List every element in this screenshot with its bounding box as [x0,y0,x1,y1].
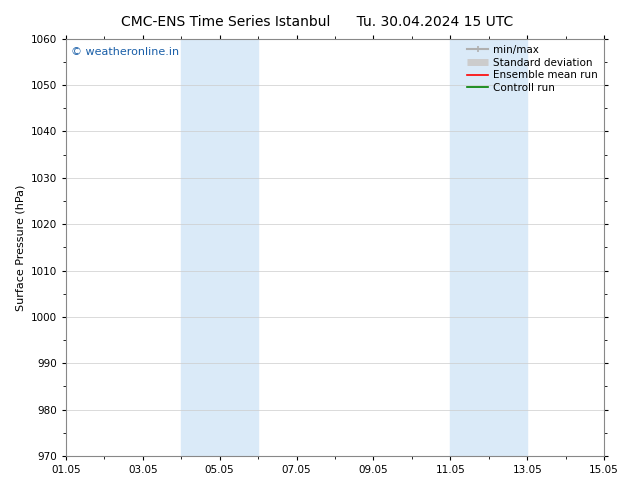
Text: © weatheronline.in: © weatheronline.in [71,47,179,57]
Legend: min/max, Standard deviation, Ensemble mean run, Controll run: min/max, Standard deviation, Ensemble me… [463,41,602,97]
Text: CMC-ENS Time Series Istanbul      Tu. 30.04.2024 15 UTC: CMC-ENS Time Series Istanbul Tu. 30.04.2… [121,15,513,29]
Y-axis label: Surface Pressure (hPa): Surface Pressure (hPa) [15,184,25,311]
Bar [181,39,258,456]
Bar [450,39,527,456]
